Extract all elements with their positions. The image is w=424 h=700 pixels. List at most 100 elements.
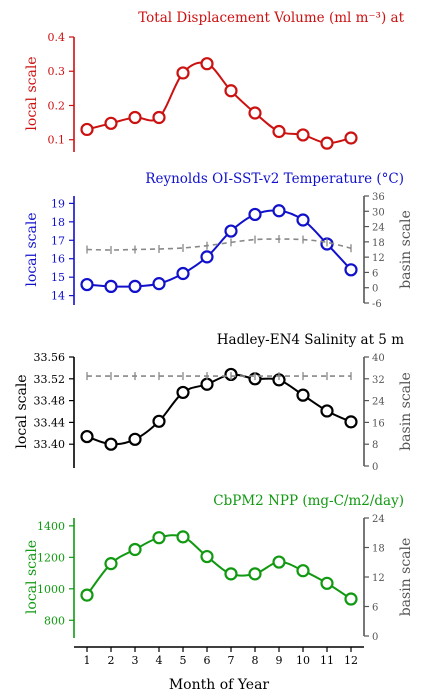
panel-title: Reynolds OI-SST-v2 Temperature (°C) (145, 171, 404, 187)
data-point (80, 429, 94, 444)
chart-panel-4: CbPM2 NPP (mg-C/m2/day) 800 1000 1200 1400 lo… (24, 493, 414, 643)
data-point (344, 415, 358, 429)
right-axis-label: basin scale (398, 372, 414, 451)
data-point (128, 542, 142, 557)
left-tick-label: 33.56 (34, 351, 66, 364)
data-point (200, 549, 214, 564)
data-point (152, 277, 166, 291)
data-point (80, 588, 94, 602)
left-tick-label: 0.4 (48, 31, 66, 44)
data-point (152, 110, 166, 125)
right-tick-label: 12 (372, 573, 385, 584)
panel-title: Hadley-EN4 Salinity at 5 m (217, 332, 404, 348)
right-tick-label: 0 (372, 284, 378, 295)
data-point (320, 136, 334, 150)
data-point (104, 116, 118, 130)
left-tick-label: 1000 (37, 583, 65, 596)
data-point (152, 414, 166, 428)
left-tick-label: 0.1 (48, 134, 66, 147)
data-point (248, 207, 262, 222)
right-tick-label: 8 (372, 440, 378, 451)
data-point (128, 110, 142, 125)
left-tick-label: 33.44 (34, 416, 66, 429)
data-point (176, 66, 190, 80)
data-point (248, 106, 262, 120)
data-point (296, 213, 310, 227)
basin-series-line (86, 238, 352, 251)
data-point (200, 57, 214, 71)
x-tick-label: 3 (132, 654, 139, 667)
right-tick-label: 16 (372, 418, 385, 429)
right-tick-label: 0 (372, 632, 378, 643)
left-tick-label: 1400 (37, 520, 65, 533)
chart-panel-3: Hadley-EN4 Salinity at 5 m 33.40 33.44 33.4… (14, 332, 414, 473)
right-tick-label: 6 (372, 603, 378, 614)
right-tick-label: 18 (372, 238, 385, 249)
chart-panel-2: Reynolds OI-SST-v2 Temperature (°C) 14 15 1… (24, 171, 414, 310)
data-point (200, 377, 214, 391)
x-tick-label: 7 (228, 654, 235, 667)
right-tick-label: 36 (372, 192, 385, 203)
right-tick-label: 24 (372, 223, 385, 234)
data-point (80, 277, 94, 292)
left-tick-label: 14 (51, 290, 65, 303)
data-point (200, 250, 214, 264)
right-tick-label: 40 (372, 353, 385, 364)
data-point (344, 592, 358, 606)
left-tick-label: 33.40 (34, 438, 66, 451)
right-tick-label: 30 (372, 207, 385, 218)
data-point (224, 224, 238, 238)
left-axis-label: local scale (24, 212, 40, 286)
chart-panel-1: Total Displacement Volume (ml m⁻³) at 0.1… (24, 10, 405, 152)
data-point (248, 567, 262, 581)
left-axis-label: local scale (14, 374, 30, 448)
left-tick-label: 800 (44, 614, 65, 627)
data-point (104, 557, 118, 571)
data-point (296, 388, 310, 402)
data-point (272, 204, 286, 218)
left-tick-label: 18 (51, 216, 65, 229)
data-point (104, 279, 118, 293)
data-point (176, 530, 190, 544)
left-tick-label: 19 (51, 197, 65, 210)
x-tick-label: 1 (84, 654, 91, 667)
data-point (104, 437, 118, 451)
data-point (80, 122, 94, 137)
x-tick-label: 11 (320, 654, 334, 667)
left-tick-label: 0.3 (48, 65, 66, 78)
data-point (344, 263, 358, 277)
data-point (320, 404, 334, 418)
data-point (152, 531, 166, 545)
left-tick-label: 15 (51, 271, 65, 284)
left-tick-label: 33.48 (34, 395, 66, 408)
data-point (296, 128, 310, 142)
data-point (176, 385, 190, 400)
right-tick-label: 18 (372, 544, 385, 555)
x-axis-label: Month of Year (169, 677, 270, 693)
right-tick-label: 24 (372, 514, 385, 525)
right-tick-label: 6 (372, 268, 378, 279)
data-point (128, 279, 142, 293)
local-series-line (86, 209, 352, 288)
local-series-line (86, 373, 352, 446)
x-tick-label: 2 (108, 654, 115, 667)
right-axis-label: basin scale (398, 210, 414, 289)
panel-title: CbPM2 NPP (mg-C/m2/day) (213, 493, 404, 509)
data-point (224, 84, 238, 98)
left-tick-label: 16 (51, 253, 65, 266)
local-series-line (86, 534, 352, 600)
left-tick-label: 1200 (37, 551, 65, 564)
x-tick-label: 8 (252, 654, 259, 667)
left-axis-label: local scale (24, 540, 40, 614)
left-tick-label: 33.52 (34, 373, 66, 386)
data-point (176, 266, 190, 281)
right-axis-label: basin scale (398, 538, 414, 617)
left-tick-label: 0.2 (48, 99, 66, 112)
x-tick-label: 4 (156, 654, 163, 667)
left-tick-label: 17 (51, 234, 65, 247)
x-tick-label: 9 (276, 654, 283, 667)
right-tick-label: 0 (372, 462, 378, 473)
right-tick-label: 32 (372, 375, 385, 386)
